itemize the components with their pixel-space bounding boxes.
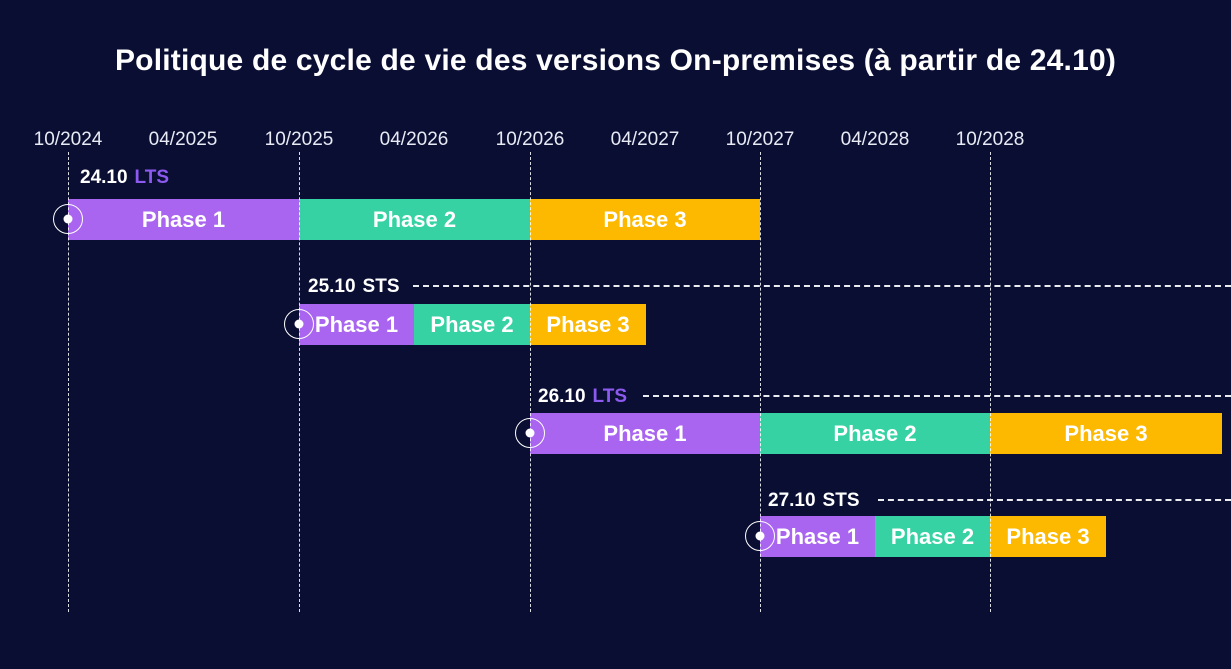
marker-dot: [63, 214, 73, 224]
release-start-circle-dot-icon: [515, 418, 545, 448]
axis-tick-04-2028: 04/2028: [840, 129, 910, 150]
gridline-10-2025: [299, 152, 300, 612]
axis-tick-10-2027: 10/2027: [725, 129, 795, 150]
version-number: 26.10: [538, 386, 586, 407]
gridline-10-2026: [530, 152, 531, 612]
axis-tick-04-2026: 04/2026: [379, 129, 449, 150]
version-number: 24.10: [80, 167, 128, 188]
axis-tick-10-2025: 10/2025: [264, 129, 334, 150]
phase-bar-segment: Phase 3: [530, 304, 646, 345]
phase-bar-segment: Phase 1: [760, 516, 875, 557]
phase-bar-segment: Phase 3: [990, 413, 1222, 454]
release-start-circle-dot-icon: [745, 521, 775, 551]
gridline-10-2027: [760, 152, 761, 612]
axis-tick-10-2028: 10/2028: [955, 129, 1025, 150]
gridline-10-2028: [990, 152, 991, 612]
phase-bar-segment: Phase 1: [68, 199, 299, 240]
version-label-24-10: 24.10 LTS: [80, 167, 169, 189]
axis-tick-10-2024: 10/2024: [33, 129, 103, 150]
phase-bar-segment: Phase 2: [875, 516, 990, 557]
release-start-circle-dot-icon: [53, 204, 83, 234]
version-label-26-10: 26.10 LTS: [538, 386, 627, 408]
phase-bar-segment: Phase 3: [990, 516, 1106, 557]
marker-dot: [525, 428, 535, 438]
release-type-badge: LTS: [134, 167, 170, 188]
phase-bar-segment: Phase 2: [299, 199, 530, 240]
phase-bar-segment: Phase 1: [530, 413, 760, 454]
axis-tick-10-2026: 10/2026: [495, 129, 565, 150]
phase-bar-segment: Phase 1: [299, 304, 414, 345]
release-start-circle-dot-icon: [284, 309, 314, 339]
axis-tick-04-2027: 04/2027: [610, 129, 680, 150]
version-number: 25.10: [308, 276, 356, 297]
marker-dot: [294, 319, 304, 329]
label-extension-dashline: [643, 395, 1231, 397]
label-extension-dashline: [413, 285, 1231, 287]
marker-dot: [755, 531, 765, 541]
gridline-10-2024: [68, 152, 69, 612]
phase-bar-segment: Phase 3: [530, 199, 760, 240]
axis-tick-04-2025: 04/2025: [148, 129, 218, 150]
chart-title: Politique de cycle de vie des versions O…: [114, 44, 1117, 77]
phase-bar-segment: Phase 2: [414, 304, 530, 345]
label-extension-dashline: [878, 499, 1231, 501]
release-type-badge: STS: [822, 490, 860, 511]
phase-bar-segment: Phase 2: [760, 413, 990, 454]
release-type-badge: LTS: [592, 386, 628, 407]
version-label-25-10: 25.10 STS: [308, 276, 400, 298]
release-type-badge: STS: [362, 276, 400, 297]
version-label-27-10: 27.10 STS: [768, 490, 860, 512]
version-number: 27.10: [768, 490, 816, 511]
